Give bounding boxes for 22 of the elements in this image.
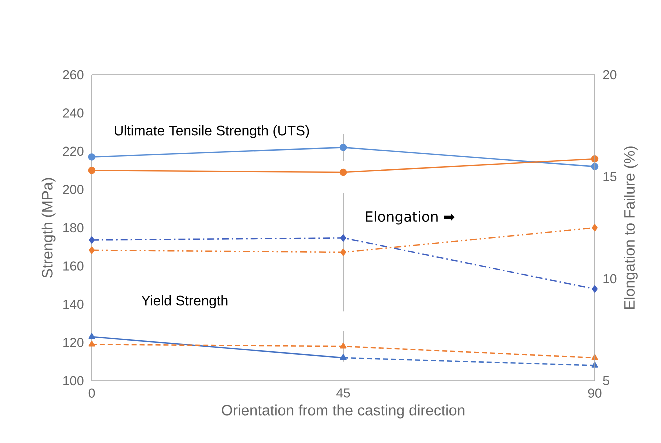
y-tick-label: 160 xyxy=(64,262,84,271)
y-tick-label: 220 xyxy=(63,146,84,156)
y-tick-label: 260 xyxy=(63,70,84,80)
y2-tick-label: 15 xyxy=(604,172,617,182)
y2-axis-title: Elongation to Failure (%) xyxy=(624,146,638,310)
y-tick-label: 120 xyxy=(64,338,84,348)
y-axis-title: Strength (MPa) xyxy=(42,178,56,278)
x-tick-label: 0 xyxy=(88,388,96,398)
annotation: Ultimate Tensile Strength (UTS) xyxy=(115,125,310,138)
y-tick-label: 100 xyxy=(64,376,84,386)
y-tick-label: 200 xyxy=(63,185,84,194)
x-axis-title: Orientation from the casting direction xyxy=(222,404,465,419)
annotation: Elongation ➡ xyxy=(366,211,455,225)
y-tick-label: 180 xyxy=(64,223,84,233)
y-tick-label: 240 xyxy=(63,108,84,118)
x-tick-label: 90 xyxy=(588,388,602,398)
y2-tick-label: 5 xyxy=(603,376,610,386)
y2-tick-label: 10 xyxy=(604,274,617,284)
x-tick-label: 45 xyxy=(336,388,350,398)
y-tick-label: 140 xyxy=(64,300,84,310)
annotation: Yield Strength xyxy=(142,295,228,308)
y2-tick-label: 20 xyxy=(603,70,617,80)
